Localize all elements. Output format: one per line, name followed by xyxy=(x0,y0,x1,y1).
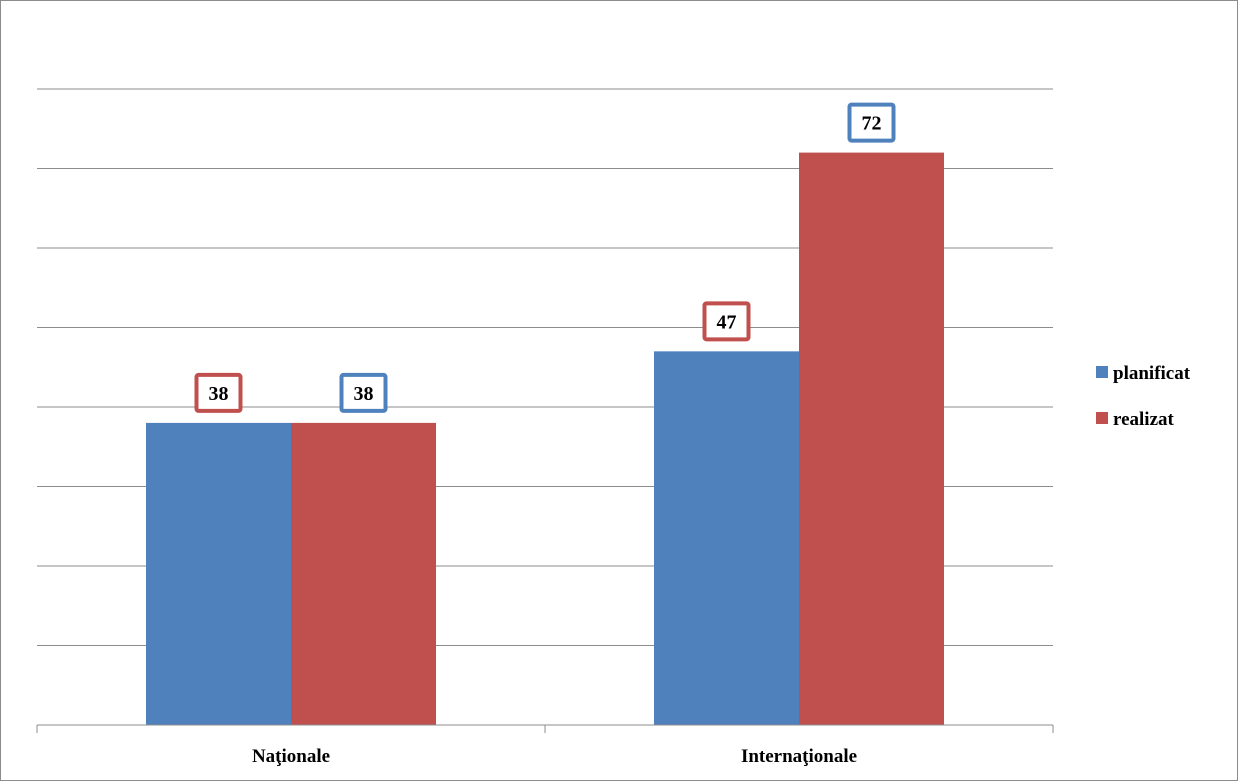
data-label-box xyxy=(847,102,896,143)
legend-label: planificat xyxy=(1113,363,1191,384)
bar-realizat-2 xyxy=(799,152,944,726)
legend-label: realizat xyxy=(1113,409,1175,430)
legend-swatch xyxy=(1096,366,1108,378)
x-tick-label: Naţionale xyxy=(252,746,330,767)
bar-planificat-2 xyxy=(654,351,799,725)
data-label-box xyxy=(702,301,751,342)
bar-planificat-1 xyxy=(146,422,291,725)
data-label-box xyxy=(339,372,388,413)
data-label: 72 xyxy=(847,102,896,143)
data-label-value: 47 xyxy=(717,311,737,333)
data-label: 38 xyxy=(339,372,388,413)
x-axis: Naţionale Internaţionale xyxy=(36,724,1054,767)
data-label-value: 72 xyxy=(862,113,882,135)
data-label-value: 38 xyxy=(209,383,229,405)
legend: planificat realizat xyxy=(1096,363,1191,430)
data-label-box xyxy=(194,372,243,413)
data-label: 47 xyxy=(702,301,751,342)
legend-item-realizat: realizat xyxy=(1096,409,1175,430)
data-labels: 38 38 47 72 xyxy=(194,102,896,413)
x-tick-label: Internaţionale xyxy=(741,746,857,767)
data-label: 38 xyxy=(194,372,243,413)
legend-item-planificat: planificat xyxy=(1096,363,1191,384)
data-label-value: 38 xyxy=(354,383,374,405)
bar-realizat-1 xyxy=(291,422,436,725)
legend-swatch xyxy=(1096,412,1108,424)
bars xyxy=(146,152,944,726)
